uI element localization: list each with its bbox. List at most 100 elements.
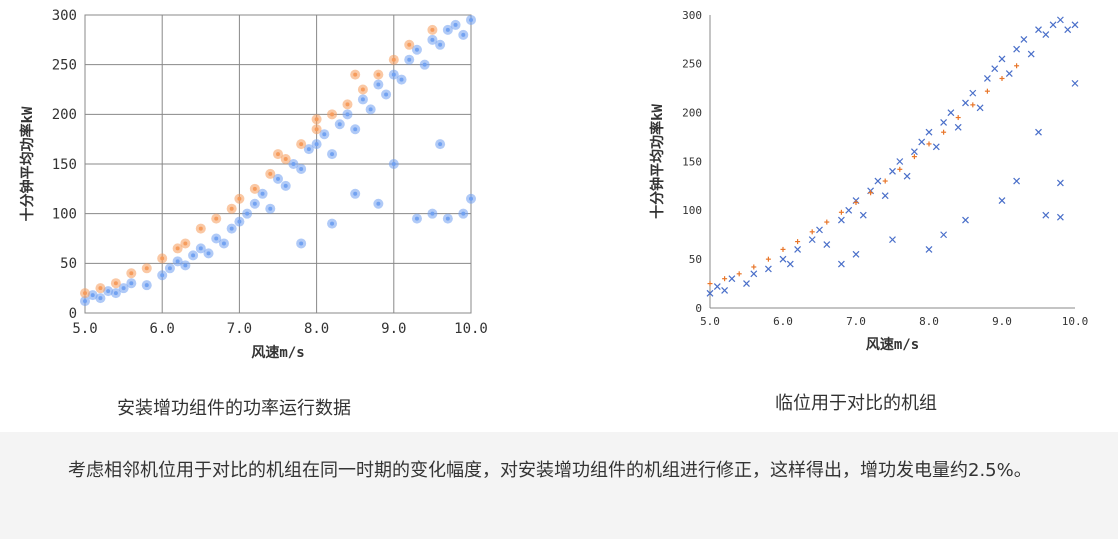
data-point-core: [360, 97, 365, 102]
y-tick-label: 150: [682, 155, 702, 168]
data-point-core: [337, 122, 342, 127]
data-point-core: [407, 57, 412, 62]
data-point-core: [98, 296, 103, 301]
x-axis-label: 风速m/s: [866, 336, 919, 353]
data-point-stroke: [823, 241, 831, 248]
data-point-core: [445, 27, 450, 32]
data-point: [1027, 50, 1035, 58]
data-point-stroke: [925, 245, 933, 253]
right-scatter-chart: 5.0 6.0 7.0 8.0 9.0 10.0 0 50 100 150 200 250 300 风速m…: [640, 0, 1100, 375]
data-point-core: [113, 281, 118, 286]
data-point: [795, 239, 801, 245]
y-tick-label: 200: [52, 107, 77, 123]
data-point-core: [414, 47, 419, 52]
data-point-stroke: [706, 289, 714, 297]
data-point-core: [322, 132, 327, 137]
data-point: [779, 255, 787, 263]
data-point: [889, 167, 896, 175]
note-box: 考虑相邻机位用于对比的机组在同一时期的变化幅度，对安装增功组件的机组进行修正，这…: [0, 432, 1118, 539]
data-point-stroke: [808, 236, 816, 244]
data-point-core: [129, 271, 134, 276]
data-point-core: [345, 112, 350, 117]
y-tick-label: 100: [682, 204, 702, 217]
data-point-stroke: [786, 260, 794, 268]
data-point: [809, 229, 815, 235]
data-point-core: [376, 82, 381, 87]
x-tick-label: 6.0: [773, 315, 793, 328]
data-point-core: [461, 211, 466, 216]
data-point: [1014, 63, 1020, 69]
left-chart-caption: 安装增功组件的功率运行数据: [117, 398, 351, 419]
data-point-core: [144, 266, 149, 271]
data-point: [765, 256, 771, 262]
data-point-stroke: [779, 255, 787, 263]
data-point: [983, 75, 991, 82]
data-point-core: [198, 226, 203, 231]
data-point-core: [291, 162, 296, 166]
y-tick-label: 200: [682, 107, 702, 120]
data-point-core: [469, 17, 473, 22]
y-tick-label: 250: [52, 58, 77, 74]
data-point-core: [330, 221, 335, 226]
note-text: 考虑相邻机位用于对比的机组在同一时期的变化幅度，对安装增功组件的机组进行修正，这…: [68, 460, 1032, 481]
x-tick-label: 5.0: [700, 315, 720, 328]
data-point-core: [229, 226, 234, 231]
data-point-stroke: [859, 211, 867, 219]
data-point-core: [198, 246, 203, 251]
data-point: [941, 129, 947, 135]
data-point-core: [314, 117, 319, 122]
data-point-stroke: [918, 138, 926, 146]
data-point-core: [121, 286, 126, 291]
data-point-stroke: [1013, 177, 1021, 185]
data-point: [713, 283, 721, 290]
data-point: [926, 141, 932, 147]
data-point: [940, 231, 948, 239]
data-point-core: [229, 206, 234, 211]
data-point: [925, 128, 933, 136]
data-point-core: [90, 293, 95, 298]
data-point-core: [129, 281, 134, 286]
y-tick-label: 50: [60, 256, 77, 272]
data-point-stroke: [903, 172, 911, 180]
data-point-core: [330, 112, 335, 117]
data-point-core: [314, 142, 319, 147]
data-point: [721, 286, 729, 294]
data-point-stroke: [1042, 211, 1050, 219]
data-point-core: [391, 57, 396, 62]
y-tick-label: 250: [682, 58, 702, 71]
data-point: [897, 166, 903, 172]
data-point-stroke: [881, 192, 889, 200]
data-point: [881, 192, 889, 200]
data-point-core: [353, 127, 358, 132]
data-point: [911, 154, 917, 160]
data-point: [991, 65, 999, 73]
y-axis-label: 十分钟平均功率kW: [649, 104, 666, 219]
data-point-stroke: [1035, 26, 1042, 34]
data-point-core: [368, 107, 373, 112]
data-point: [823, 241, 831, 248]
data-point: [998, 55, 1006, 63]
data-point-stroke: [1049, 21, 1057, 29]
data-point-stroke: [816, 226, 823, 234]
data-point: [824, 219, 830, 225]
data-point: [743, 280, 750, 288]
data-point-core: [283, 157, 288, 162]
data-point-stroke: [940, 119, 948, 126]
data-point-core: [221, 241, 226, 246]
data-point: [816, 226, 823, 234]
data-point-stroke: [962, 216, 969, 224]
x-tick-label: 6.0: [150, 321, 175, 337]
data-point: [976, 104, 984, 112]
data-point: [1056, 179, 1064, 187]
y-tick-label: 300: [52, 8, 77, 24]
data-point-core: [299, 241, 304, 246]
data-point-stroke: [794, 245, 802, 253]
data-point-stroke: [1027, 50, 1035, 58]
right-chart-caption: 临位用于对比的机组: [775, 393, 937, 414]
data-point: [1035, 26, 1042, 34]
data-point: [837, 260, 845, 268]
data-point: [962, 99, 969, 107]
data-point: [736, 271, 742, 277]
data-point: [889, 236, 896, 244]
y-tick-label: 0: [69, 306, 77, 322]
